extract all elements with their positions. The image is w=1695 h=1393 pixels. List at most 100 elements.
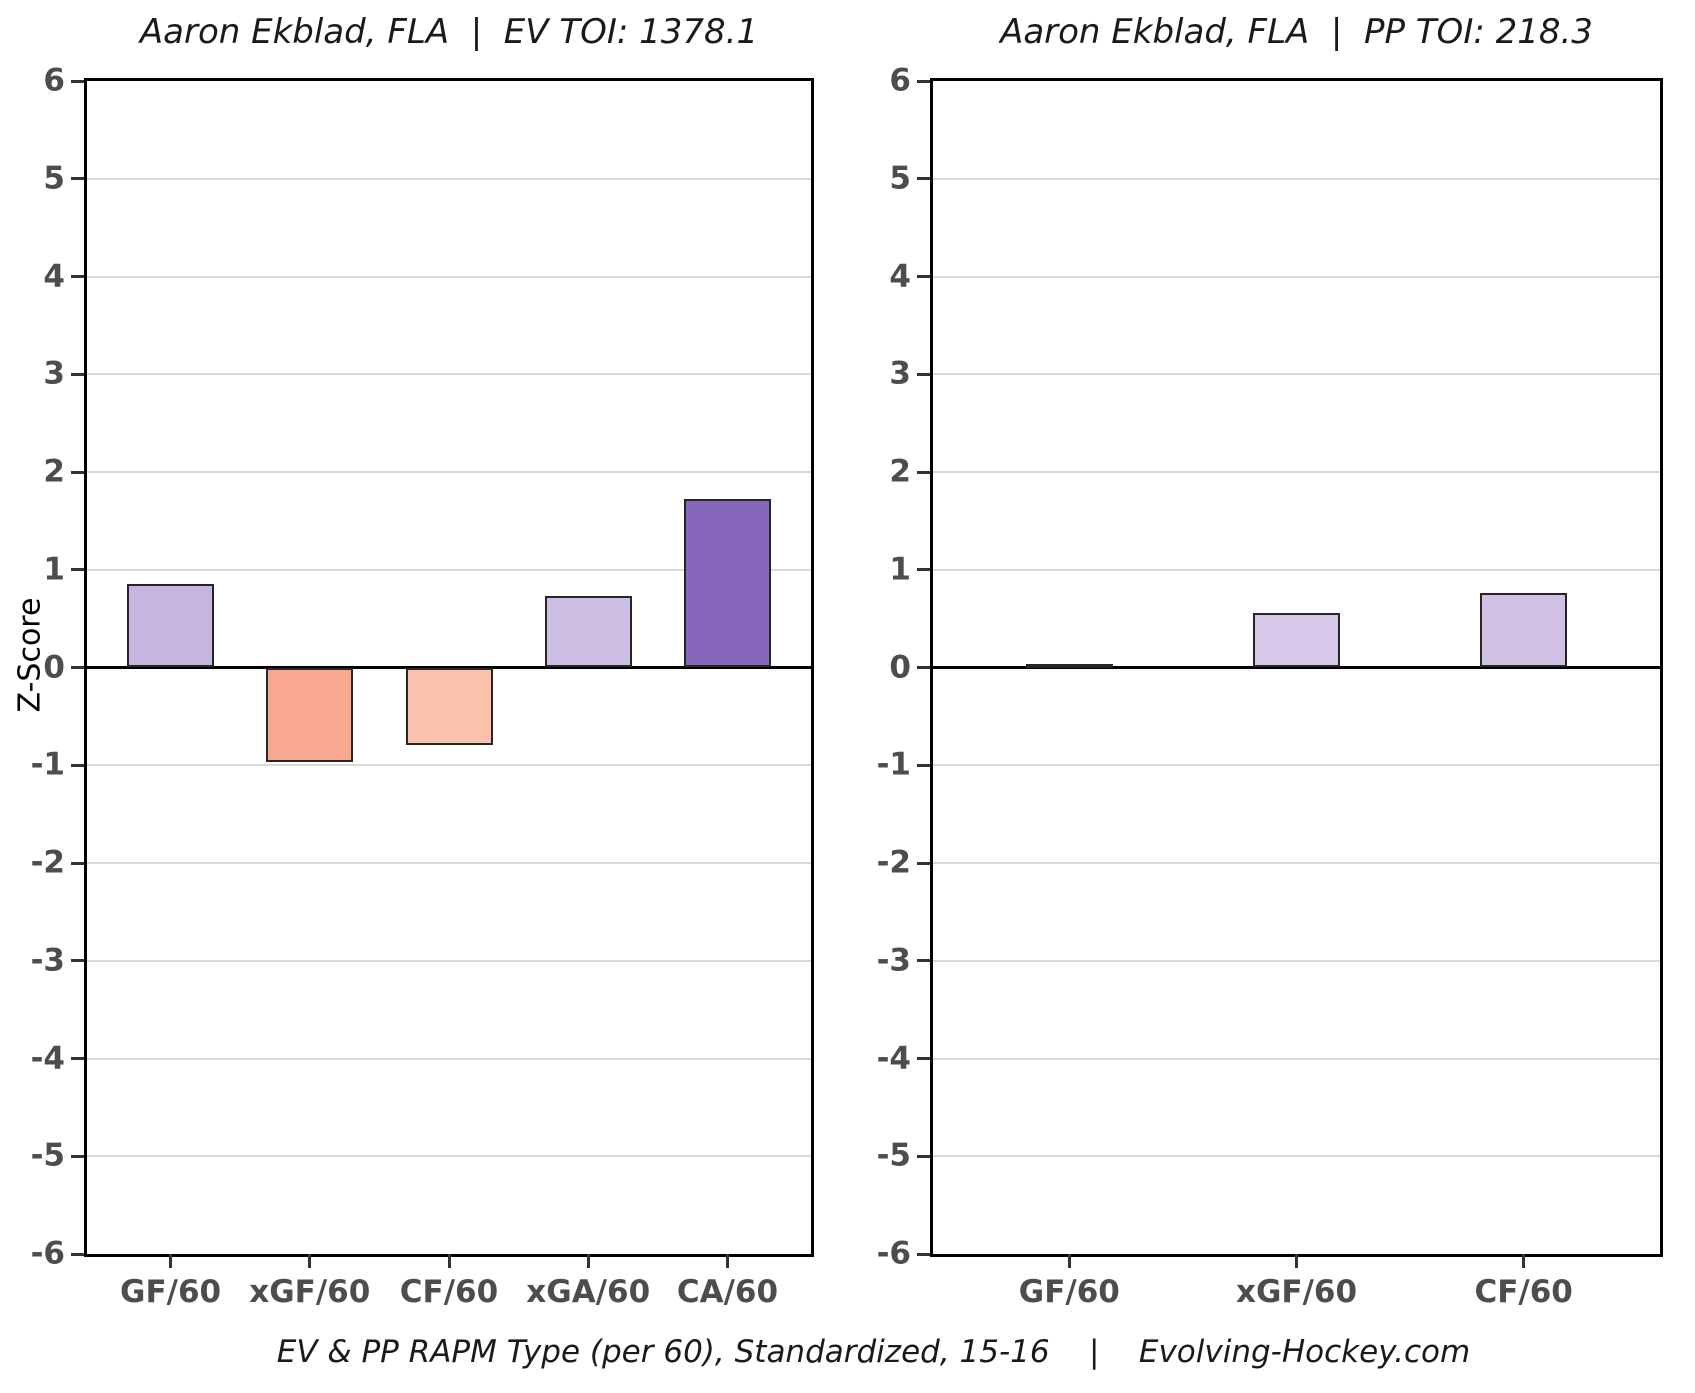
- y-tick-label: 4: [43, 257, 65, 294]
- y-tick-mark: [71, 1057, 84, 1060]
- y-tick-mark: [917, 470, 930, 474]
- bar-cf-60: [1480, 593, 1568, 668]
- gridline-y5: [933, 177, 1660, 180]
- y-tick-mark: [917, 372, 930, 376]
- gridline-y-1: [87, 764, 811, 767]
- gridline-y4: [87, 275, 811, 278]
- x-tick-mark: [308, 1254, 312, 1268]
- bar-gf-60: [127, 584, 215, 668]
- y-tick-label: 5: [43, 160, 65, 197]
- y-tick-mark: [71, 959, 84, 963]
- y-tick-label: -2: [876, 844, 911, 881]
- y-tick-mark: [71, 666, 84, 669]
- gridline-y-5: [933, 1155, 1660, 1158]
- y-tick-mark: [917, 568, 930, 572]
- bar-xgf-60: [1253, 612, 1340, 668]
- y-tick-label: -6: [30, 1235, 65, 1272]
- y-tick-label: -5: [30, 1137, 65, 1174]
- y-tick-label: 1: [889, 551, 911, 588]
- y-tick-mark: [917, 275, 930, 278]
- gridline-y3: [87, 373, 811, 376]
- y-tick-label: -2: [30, 844, 65, 881]
- gridline-y-3: [87, 959, 811, 962]
- y-tick-mark: [917, 177, 930, 181]
- ev-panel: 6 5 4 3 2 1 0 -1 -2 -3 -4 -5 -6 GF/60 xGF/60 CF/60 xGA/6…: [31, 62, 814, 1310]
- y-tick-label: 6: [43, 62, 65, 99]
- gridline-y2: [87, 471, 811, 473]
- y-tick-mark: [917, 861, 930, 865]
- x-tick-mark: [725, 1254, 729, 1268]
- bar-gf-60: [1025, 663, 1113, 668]
- gridline-y5: [87, 177, 811, 180]
- x-tick-mark: [1295, 1254, 1298, 1268]
- bar-ca-60: [683, 499, 771, 668]
- left-panel-title: Aaron Ekblad, FLA | EV TOI: 1378.1: [139, 12, 759, 52]
- y-tick-mark: [71, 763, 84, 767]
- category-label-xgf-60: xGF/60: [1235, 1274, 1358, 1310]
- x-tick-mark: [586, 1254, 590, 1268]
- gridline-y2: [933, 471, 1660, 473]
- y-tick-label: 0: [43, 648, 65, 685]
- chart-caption: EV & PP RAPM Type (per 60), Standardized…: [276, 1334, 1471, 1370]
- y-tick-label: 4: [889, 257, 911, 294]
- y-tick-label: 3: [889, 355, 911, 392]
- y-tick-label: -6: [876, 1235, 911, 1272]
- bar-xgf-60: [266, 667, 354, 763]
- pp-panel: 6 5 4 3 2 1 0 -1 -2 -3 -4 -5 -6 GF/60 xGF/60 CF/60: [877, 62, 1663, 1310]
- y-tick-mark: [917, 1154, 930, 1158]
- y-tick-label: -3: [30, 942, 65, 979]
- gridline-y-1: [933, 764, 1660, 767]
- x-tick-mark: [447, 1254, 451, 1268]
- y-tick-mark: [71, 568, 84, 572]
- x-tick-mark: [1522, 1254, 1526, 1268]
- y-tick-label: 6: [889, 62, 911, 99]
- y-tick-label: 1: [43, 551, 65, 588]
- gridline-y-5: [87, 1155, 811, 1158]
- y-tick-label: -3: [876, 942, 911, 979]
- y-tick-label: 3: [43, 355, 65, 392]
- x-tick-mark: [1067, 1254, 1071, 1268]
- y-tick-label: -1: [30, 746, 65, 783]
- gridline-y-2: [87, 862, 811, 864]
- y-tick-label: -1: [876, 746, 911, 783]
- y-tick-label: -5: [876, 1137, 911, 1174]
- gridline-y4: [933, 275, 1660, 278]
- y-tick-label: -4: [876, 1039, 911, 1076]
- y-tick-label: -4: [30, 1039, 65, 1076]
- category-label-gf-60: GF/60: [1018, 1274, 1120, 1310]
- category-label-gf-60: GF/60: [120, 1274, 222, 1310]
- y-tick-mark: [71, 861, 84, 865]
- y-tick-mark: [917, 763, 930, 767]
- gridline-y1: [933, 568, 1660, 571]
- gridline-y1: [87, 568, 811, 571]
- category-label-ca-60: CA/60: [676, 1274, 779, 1310]
- gridline-y-4: [933, 1057, 1660, 1060]
- y-tick-mark: [917, 666, 930, 669]
- gridline-y-3: [933, 959, 1660, 962]
- y-tick-mark: [71, 372, 84, 376]
- y-tick-mark: [917, 79, 930, 83]
- y-tick-mark: [71, 1252, 84, 1256]
- y-tick-mark: [917, 959, 930, 963]
- bar-cf-60: [405, 667, 493, 745]
- y-tick-mark: [917, 1057, 930, 1060]
- y-tick-mark: [71, 470, 84, 474]
- y-tick-label: 5: [889, 160, 911, 197]
- y-tick-mark: [917, 1252, 930, 1256]
- y-tick-label: 2: [889, 453, 911, 490]
- zero-line: [933, 666, 1660, 669]
- category-label-cf-60: CF/60: [399, 1274, 499, 1310]
- bar-xga-60: [544, 596, 632, 668]
- y-tick-label: 0: [889, 648, 911, 685]
- category-label-cf-60: CF/60: [1474, 1274, 1573, 1310]
- gridline-y3: [933, 373, 1660, 376]
- y-tick-label: 2: [43, 453, 65, 490]
- y-tick-mark: [71, 177, 84, 181]
- x-tick-mark: [169, 1254, 173, 1268]
- y-tick-mark: [71, 275, 84, 278]
- gridline-y-4: [87, 1057, 811, 1060]
- gridline-y-2: [933, 862, 1660, 864]
- y-tick-mark: [71, 79, 84, 83]
- right-panel-title: Aaron Ekblad, FLA | PP TOI: 218.3: [1000, 12, 1593, 52]
